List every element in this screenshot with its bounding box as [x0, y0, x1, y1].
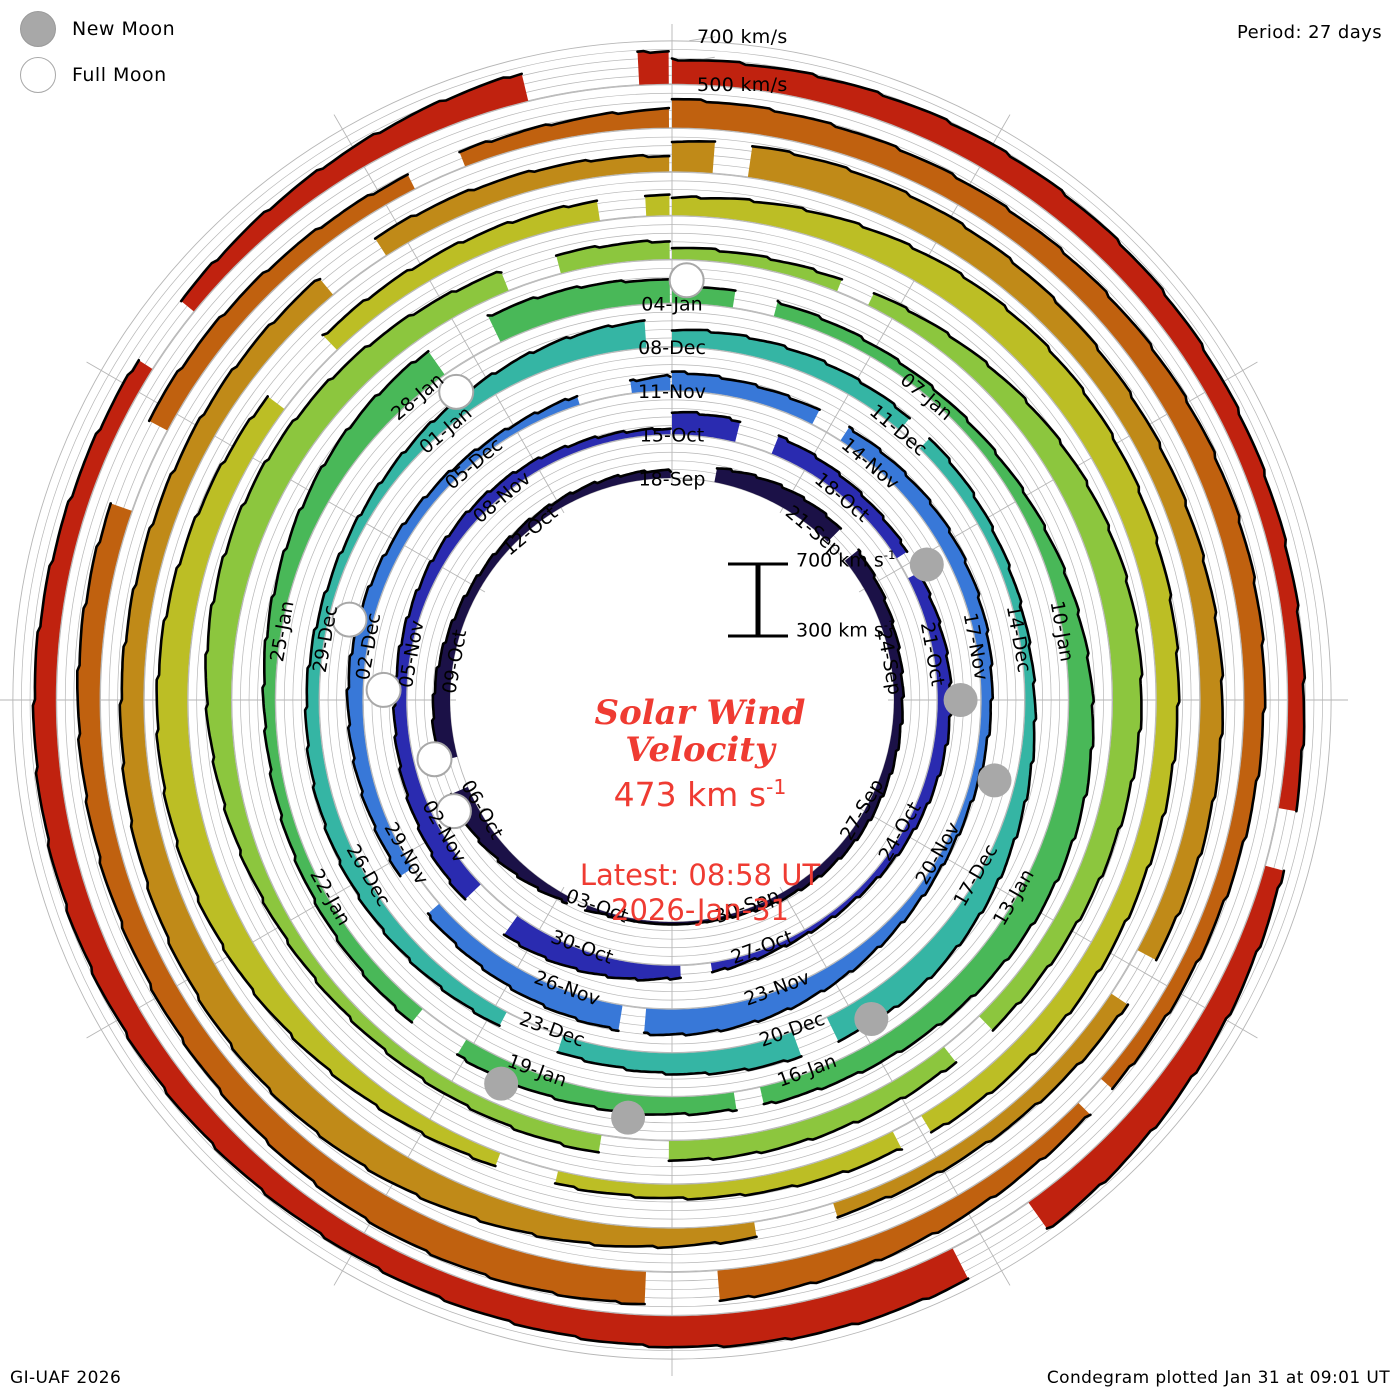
new-moon-marker: [854, 1002, 889, 1037]
radial-tick-700: 700 km/s: [697, 26, 788, 48]
new-moon-marker: [943, 683, 978, 717]
date-label: 29-Dec: [309, 604, 342, 675]
legend-item-full-moon: Full Moon: [20, 52, 175, 98]
radial-tick-500: 500 km/s: [697, 74, 788, 96]
velocity-scale-bar: 700 km s-1 300 km s-1: [668, 548, 928, 660]
latest-time: Latest: 08:58 UT: [579, 858, 821, 892]
current-value: 473 km s-1: [613, 775, 787, 814]
date-label: 12-Oct: [499, 502, 562, 560]
full-moon-marker: [416, 741, 453, 778]
date-label: 08-Dec: [638, 337, 706, 359]
legend-label-new-moon: New Moon: [72, 18, 176, 40]
page-title: Solar Wind Velocity: [0, 695, 1400, 769]
scale-bar-glyph: [728, 562, 788, 638]
date-label: 08-Nov: [469, 467, 535, 528]
full-moon-marker: [365, 671, 402, 708]
moon-markers-layer: [331, 262, 1012, 1135]
date-label: 18-Sep: [639, 469, 706, 491]
date-label: 15-Oct: [640, 425, 704, 447]
plotted-label: Condegram plotted Jan 31 at 09:01 UT: [1046, 1368, 1390, 1388]
radial-axis-labels: 700 km/s 500 km/s: [697, 26, 788, 96]
latest-timestamp: Latest: 08:58 UT 2026-Jan-31: [0, 858, 1400, 928]
moon-legend: New Moon Full Moon: [20, 6, 175, 98]
date-label: 14-Dec: [1002, 604, 1035, 675]
rotation-bands-layer: [31, 49, 1307, 1349]
credit-label: GI-UAF 2026: [10, 1368, 122, 1388]
new-moon-marker: [977, 763, 1012, 798]
legend-label-full-moon: Full Moon: [72, 64, 167, 86]
full-moon-marker: [668, 262, 705, 299]
new-moon-marker: [909, 547, 944, 582]
date-label: 04-Jan: [641, 293, 702, 315]
legend-item-new-moon: New Moon: [20, 6, 175, 52]
full-moon-marker: [438, 373, 475, 410]
new-moon-marker: [611, 1100, 646, 1135]
date-label: 09-Oct: [438, 628, 471, 695]
period-label: Period: 27 days: [1236, 22, 1382, 43]
date-label: 11-Nov: [638, 381, 706, 403]
scale-bar-top-label: 700 km s-1: [796, 548, 896, 572]
title-line-2: Velocity: [625, 730, 775, 770]
scale-bar-bottom-label: 300 km s-1: [796, 618, 896, 642]
open-circle-icon: [20, 57, 56, 93]
latest-date: 2026-Jan-31: [611, 893, 789, 927]
filled-circle-icon: [20, 11, 56, 47]
new-moon-marker: [484, 1066, 519, 1101]
title-line-1: Solar Wind: [594, 693, 806, 733]
date-label: 27-Oct: [728, 926, 796, 969]
date-label: 05-Nov: [395, 619, 428, 690]
full-moon-marker: [331, 601, 368, 638]
full-moon-marker: [435, 793, 472, 830]
